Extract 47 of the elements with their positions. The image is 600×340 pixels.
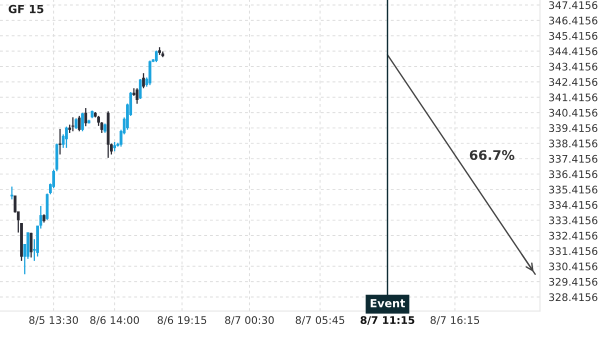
y-tick-label: 330.4156 (549, 262, 598, 270)
x-tick-label: 8/7 16:15 (430, 316, 480, 325)
candlestick (113, 141, 116, 152)
y-tick-label: 333.4156 (549, 216, 598, 224)
x-tick-label: 8/5 13:30 (29, 316, 78, 325)
candlestick (148, 60, 152, 86)
ref-line-label: Event (370, 299, 406, 308)
candlestick (30, 232, 33, 258)
y-tick-label: 334.4156 (549, 201, 598, 209)
y-tick-label: 345.4156 (549, 32, 598, 40)
annotation: 66.7% (470, 150, 514, 160)
candlestick (71, 116, 74, 132)
candlestick (78, 115, 81, 132)
y-tick-label: 332.4156 (549, 232, 598, 240)
candlestick (81, 112, 84, 132)
candlestick (142, 72, 145, 89)
y-tick-label: 338.4156 (549, 140, 598, 148)
y-tick-label: 341.4156 (549, 93, 598, 102)
y-tick-label: 339.4156 (549, 124, 598, 132)
y-tick-label: 337.4156 (549, 154, 598, 163)
candlestick (136, 88, 138, 104)
y-tick-label: 335.4156 (549, 186, 598, 194)
y-tick-label: 340.4156 (549, 108, 598, 117)
candlestick (84, 107, 88, 127)
candlestick (10, 186, 14, 200)
x-tick-label: 8/7 05:45 (296, 316, 344, 325)
x-tick-label: 8/7 00:30 (225, 316, 274, 325)
y-tick-label: 347.4156 (549, 1, 598, 10)
y-tick-label: 344.4156 (549, 47, 598, 56)
x-tick-label: 8/6 14:00 (90, 316, 139, 325)
y-tick-label: 342.4156 (549, 78, 598, 86)
candlestick (74, 118, 78, 130)
candlestick (26, 232, 30, 260)
candlestick (65, 126, 68, 148)
y-tick-label: 328.4156 (549, 293, 598, 302)
y-tick-label: 329.4156 (549, 278, 598, 286)
y-tick-label: 346.4156 (549, 16, 598, 24)
x-tick-label: 8/7 11:15 (360, 316, 414, 325)
candlestick (58, 128, 62, 156)
y-tick-label: 343.4156 (549, 62, 598, 71)
y-tick-label: 331.4156 (549, 247, 598, 256)
candlestick (104, 122, 106, 134)
chart-title: GF 15 (8, 4, 44, 14)
candlestick (154, 50, 158, 63)
y-tick-label: 336.4156 (549, 170, 598, 178)
x-tick-label: 8/6 19:15 (158, 316, 206, 325)
candlestick (138, 78, 142, 100)
